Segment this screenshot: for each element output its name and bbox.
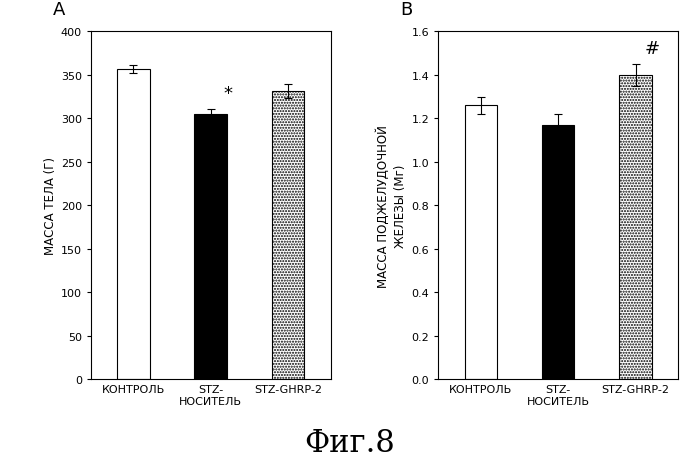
Bar bbox=[194, 115, 227, 380]
Text: A: A bbox=[52, 0, 65, 19]
Bar bbox=[272, 91, 304, 380]
Text: #: # bbox=[645, 40, 660, 58]
Bar bbox=[465, 106, 497, 380]
Text: Фиг.8: Фиг.8 bbox=[304, 427, 395, 458]
Bar bbox=[619, 76, 651, 380]
Y-axis label: МАССА ТЕЛА (Г): МАССА ТЕЛА (Г) bbox=[43, 157, 57, 255]
Bar bbox=[542, 126, 575, 380]
Text: B: B bbox=[400, 0, 412, 19]
Text: *: * bbox=[223, 85, 232, 103]
Y-axis label: МАССА ПОДЖЕЛУДОЧНОЙ
ЖЕЛЕЗЫ (Мг): МАССА ПОДЖЕЛУДОЧНОЙ ЖЕЛЕЗЫ (Мг) bbox=[377, 125, 408, 288]
Bar bbox=[117, 70, 150, 380]
